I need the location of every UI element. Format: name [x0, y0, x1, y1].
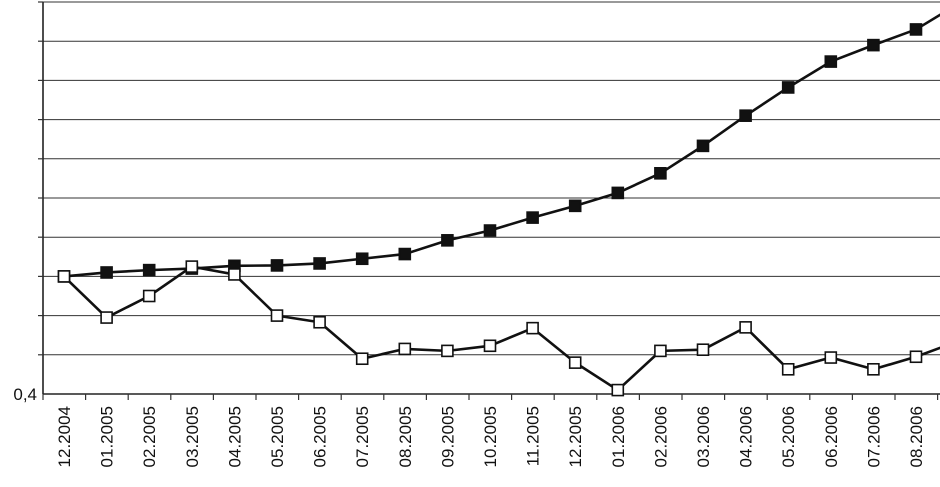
series-2	[57, 260, 940, 397]
x-tick-label: 06.2005	[311, 406, 330, 467]
y-tick-label: 0,4	[13, 385, 37, 404]
data-point	[867, 38, 880, 52]
data-point	[270, 259, 284, 272]
x-tick-label: 12.2004	[55, 406, 74, 467]
data-point	[313, 315, 326, 329]
data-point	[57, 270, 71, 283]
x-axis-tick-labels: 12.2004 01.2005 02.2005 03.2005 04.2005 05.20…	[55, 406, 926, 467]
series-layer	[57, 13, 940, 397]
data-point	[824, 55, 838, 68]
data-point	[909, 23, 923, 36]
series-1	[57, 13, 940, 283]
data-point	[654, 344, 667, 358]
data-point	[526, 211, 539, 224]
data-point	[824, 351, 838, 364]
x-tick-label: 05.2006	[779, 406, 798, 467]
data-point	[355, 252, 369, 266]
data-point	[696, 343, 710, 357]
x-tick-label: 08.2005	[396, 406, 415, 467]
grid-lines	[43, 1, 940, 356]
data-point	[781, 363, 795, 376]
data-point	[100, 311, 113, 324]
x-tick-label: 02.2006	[651, 406, 670, 467]
data-point	[483, 339, 497, 353]
data-point	[100, 266, 113, 279]
data-point	[398, 342, 412, 356]
data-point	[909, 350, 923, 364]
x-tick-label: 01.2005	[98, 406, 117, 467]
data-point	[270, 309, 284, 322]
data-point	[142, 289, 156, 303]
data-point	[611, 186, 625, 200]
x-tick-label: 05.2005	[268, 406, 287, 467]
x-tick-label: 06.2006	[822, 406, 841, 467]
data-point	[398, 247, 412, 261]
x-tick-label: 07.2005	[353, 406, 372, 467]
data-point	[696, 139, 710, 153]
data-point	[654, 167, 667, 180]
data-point	[739, 321, 752, 334]
data-point	[142, 263, 156, 277]
data-point	[228, 268, 241, 281]
data-point	[781, 81, 795, 94]
data-point	[441, 234, 454, 247]
series-line	[63, 265, 940, 392]
x-tick-label: 02.2005	[140, 406, 159, 467]
x-tick-label: 04.2005	[225, 406, 244, 467]
data-point	[568, 199, 582, 213]
x-tick-label: 10.2005	[481, 406, 500, 467]
data-point	[526, 321, 539, 335]
data-point	[441, 344, 454, 358]
data-point	[611, 383, 625, 397]
data-point	[185, 260, 199, 273]
x-tick-label: 04.2006	[737, 406, 756, 467]
data-point	[483, 224, 497, 237]
x-tick-label: 03.2006	[694, 406, 713, 467]
x-tick-label: 09.2005	[438, 406, 457, 467]
series-line	[63, 13, 940, 278]
y-axis-ticks	[38, 1, 43, 356]
x-tick-label: 11.2005	[524, 406, 543, 466]
x-tick-label: 01.2006	[609, 406, 628, 467]
x-tick-label: 08.2006	[907, 406, 926, 467]
data-point	[568, 356, 582, 369]
x-axis-ticks	[42, 394, 939, 400]
data-point	[867, 363, 880, 376]
x-tick-label: 07.2006	[864, 406, 883, 467]
data-point	[355, 352, 369, 366]
x-tick-label: 12.2005	[566, 406, 585, 467]
data-point	[313, 257, 326, 270]
x-tick-label: 03.2005	[183, 406, 202, 467]
data-point	[739, 109, 752, 122]
